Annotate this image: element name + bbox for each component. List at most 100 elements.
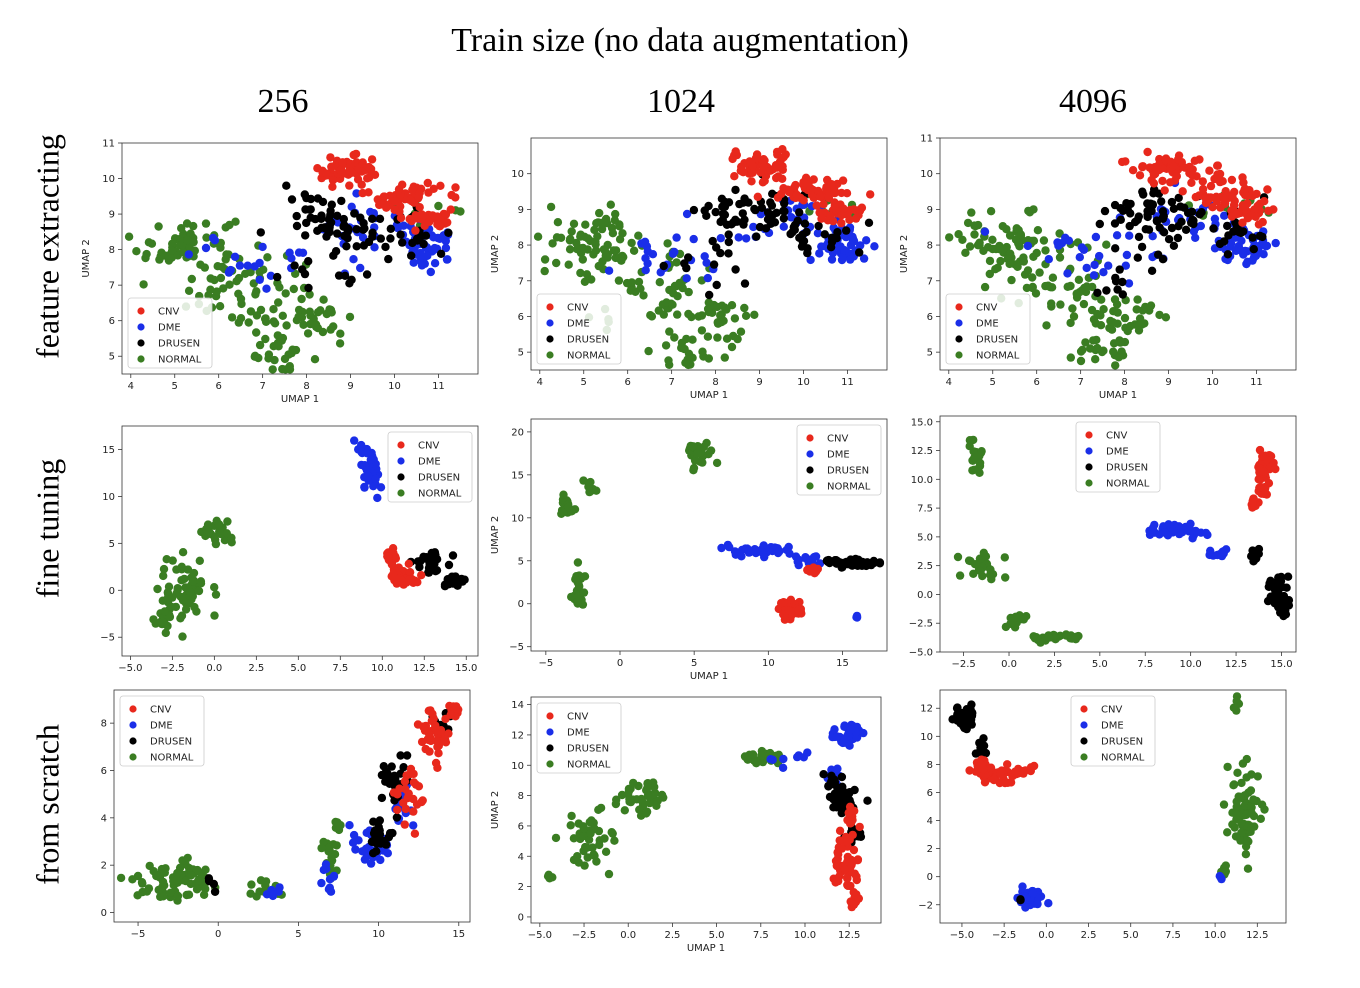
x-tick-label: 15 (452, 929, 465, 940)
data-point-dme (1191, 233, 1200, 242)
data-point-cnv (394, 185, 404, 194)
data-point-dme (833, 764, 842, 773)
data-point-dme (243, 261, 252, 270)
x-tick-label: 7.5 (753, 930, 769, 941)
data-point-normal (1249, 795, 1258, 804)
data-point-dme (371, 474, 380, 484)
data-point-drusen (1144, 225, 1154, 234)
data-point-cnv (1158, 176, 1167, 186)
data-point-normal (1033, 226, 1043, 235)
data-point-dme (643, 259, 652, 268)
data-point-drusen (822, 556, 831, 565)
data-point-cnv (1201, 193, 1210, 202)
y-tick-label: 10 (511, 513, 524, 524)
y-tick-label: 0.0 (917, 590, 933, 601)
data-point-drusen (300, 190, 309, 199)
data-point-normal (177, 224, 186, 233)
data-point-dme (298, 248, 308, 257)
legend-marker-dme (546, 728, 554, 736)
data-point-normal (167, 246, 177, 255)
data-point-normal (313, 323, 322, 333)
y-tick-label: 9 (518, 205, 524, 216)
data-point-cnv (1255, 445, 1265, 455)
data-point-dme (1023, 241, 1033, 251)
data-point-dme (201, 243, 211, 253)
data-point-normal (615, 222, 624, 231)
data-point-normal (165, 612, 175, 622)
data-point-drusen (724, 198, 734, 207)
legend-label-normal: NORMAL (418, 489, 462, 500)
data-point-drusen (334, 271, 344, 280)
legend-label-dme: DME (1101, 721, 1124, 732)
y-tick-label: 5.0 (917, 532, 933, 543)
data-point-drusen (402, 751, 412, 760)
data-point-normal (133, 891, 142, 900)
x-tick-label: 5 (172, 381, 178, 392)
data-point-normal (722, 334, 732, 343)
data-point-drusen (369, 817, 378, 826)
legend: CNV DME DRUSEN NORMAL (945, 293, 1031, 365)
data-point-dme (640, 237, 650, 246)
data-point-normal (200, 263, 209, 272)
legend-label-dme: DME (976, 319, 999, 330)
data-point-normal (1096, 311, 1105, 320)
column-title-256: 256 (257, 83, 309, 120)
y-tick-label: 2 (927, 844, 933, 855)
data-point-drusen (1197, 208, 1206, 217)
data-point-normal (1022, 283, 1032, 293)
data-point-drusen (444, 560, 454, 570)
data-point-drusen (1223, 221, 1232, 231)
data-point-dme (838, 252, 848, 262)
data-point-normal (652, 801, 661, 810)
y-tick-label: 15 (511, 470, 524, 481)
data-point-normal (589, 250, 598, 259)
data-point-normal (172, 565, 181, 574)
data-point-cnv (751, 153, 761, 163)
data-point-dme (779, 222, 788, 231)
data-point-dme (1121, 261, 1130, 270)
data-point-drusen (863, 558, 872, 567)
data-point-drusen (814, 221, 823, 231)
legend-label-cnv: CNV (158, 307, 179, 318)
data-point-normal (579, 588, 589, 597)
data-point-normal (713, 333, 722, 342)
data-point-dme (1218, 547, 1227, 556)
data-point-dme (441, 243, 451, 253)
data-point-normal (280, 354, 290, 364)
data-point-normal (1228, 820, 1237, 829)
data-point-dme (809, 553, 818, 562)
data-point-normal (606, 200, 615, 209)
data-point-normal (269, 305, 278, 314)
points-layer (116, 701, 463, 905)
data-point-normal (247, 880, 256, 889)
data-point-normal (1047, 299, 1056, 308)
data-point-normal (183, 236, 192, 245)
data-point-cnv (844, 808, 853, 817)
data-point-cnv (1260, 197, 1269, 206)
data-point-drusen (209, 879, 218, 889)
data-point-drusen (1223, 250, 1233, 259)
data-point-cnv (421, 744, 430, 754)
data-point-normal (720, 353, 729, 362)
data-point-drusen (343, 224, 352, 233)
data-point-normal (681, 358, 690, 367)
data-point-dme (668, 249, 678, 258)
data-point-dme (1203, 530, 1212, 540)
x-tick-label: 2.5 (248, 663, 264, 674)
data-point-drusen (306, 213, 315, 222)
data-point-dme (716, 234, 725, 243)
data-point-dme (409, 258, 418, 267)
data-point-normal (153, 584, 162, 594)
data-point-drusen (724, 237, 733, 247)
data-point-normal (1011, 613, 1020, 622)
legend-label-dme: DME (567, 728, 590, 739)
data-point-drusen (864, 218, 874, 227)
data-point-dme (773, 548, 783, 558)
x-tick-label: 0.0 (1001, 659, 1017, 670)
data-point-drusen (424, 568, 434, 577)
data-point-drusen (829, 778, 838, 787)
data-point-normal (214, 520, 224, 529)
data-point-cnv (418, 796, 427, 805)
data-point-dme (1125, 231, 1134, 240)
data-point-normal (116, 873, 126, 883)
